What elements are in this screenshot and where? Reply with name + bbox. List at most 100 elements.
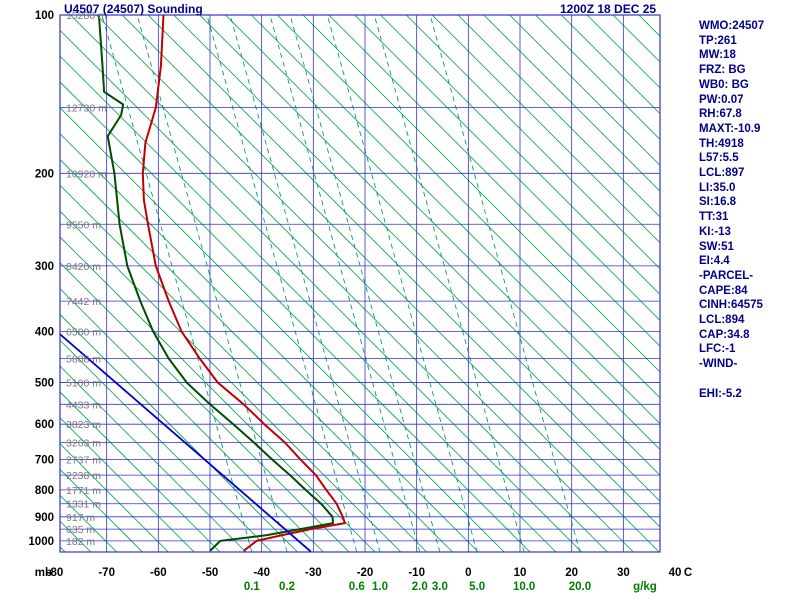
chart-datetime: 1200Z 18 DEC 25 (560, 2, 657, 16)
dry-adiabat-line (60, 365, 247, 552)
dry-adiabat-line (60, 158, 453, 552)
stat-line (699, 372, 799, 387)
height-label: 15280 m (66, 10, 107, 22)
height-label: 2238 m (66, 470, 101, 482)
stat-line: EI:4.4 (699, 255, 730, 268)
dry-adiabat-line (276, 15, 660, 399)
dry-adiabats-group (60, 15, 660, 552)
grid-group (60, 14, 660, 553)
pressure-axis-label: 500 (35, 378, 54, 390)
mixing-ratio-line (229, 15, 381, 552)
dry-adiabat-line (535, 15, 660, 141)
stat-line: KI:-13 (699, 225, 731, 238)
mixing-ratio-label: 0.2 (279, 581, 295, 593)
dry-adiabat-line (509, 15, 660, 166)
stat-line: CAPE:84 (699, 284, 748, 297)
dry-adiabat-line (60, 443, 169, 552)
mixing-ratio-label: 3.0 (432, 581, 448, 593)
mixing-ratio-label: 0.6 (349, 581, 365, 593)
stat-line: -PARCEL- (699, 269, 754, 282)
mixing-ratio-line (429, 15, 581, 552)
dry-adiabat-line (328, 15, 660, 347)
stat-line: CAP:34.8 (699, 328, 750, 341)
temperature-trace (141, 15, 346, 552)
dry-adiabat-line (60, 417, 195, 552)
stat-line: TP:261 (699, 34, 737, 47)
height-label: 1771 m (66, 485, 101, 497)
dry-adiabat-line (60, 339, 272, 552)
dry-adiabat-line (225, 15, 660, 451)
stat-line: LCL:897 (699, 167, 745, 180)
pressure-axis-label: 700 (35, 454, 54, 466)
mixing-ratio-line (206, 15, 358, 552)
pressure-axis-label: 200 (35, 168, 54, 180)
stat-line: FRZ: BG (699, 64, 746, 77)
height-label: 1331 m (66, 499, 101, 511)
dry-adiabat-line (173, 15, 660, 502)
height-label: 4433 m (66, 399, 101, 411)
mixing-ratio-line (269, 15, 421, 552)
mixing-ratio-label: 10.0 (513, 581, 535, 593)
stat-line: -WIND- (699, 358, 738, 371)
dry-adiabat-line (60, 391, 221, 552)
mixing-ratio-label: 2.0 (412, 581, 428, 593)
temp-axis-label: -30 (305, 567, 322, 579)
stat-line: RH:67.8 (699, 108, 742, 121)
dry-adiabat-line (60, 55, 557, 552)
pressure-axis-label: 1000 (28, 536, 54, 548)
pressure-axis-label: 800 (35, 485, 54, 497)
mixing-ratio-label: 5.0 (469, 581, 485, 593)
temp-axis-label: -60 (150, 567, 167, 579)
dry-adiabat-line (431, 15, 660, 244)
temp-axis-label: 40 (669, 567, 682, 579)
mixing-ratio-line (289, 15, 441, 552)
chart-title: U4507 (24507) Sounding (64, 2, 203, 16)
stats-panel: WMO:24507 TP:261 MW:18 FRZ: BG WB0: BG PW:0.0… (699, 19, 799, 401)
stat-line: MAXT:-10.9 (699, 122, 761, 135)
height-label: 5808 m (66, 353, 101, 365)
temp-axis-label: 30 (617, 567, 630, 579)
height-label: 917 m (66, 512, 95, 524)
mixing-ratio-label: 0.1 (244, 581, 261, 593)
stat-line: LI:35.0 (699, 181, 736, 194)
dewpoint-trace (97, 15, 334, 552)
temp-axis-label: 20 (565, 567, 578, 579)
stat-line: LCL:894 (699, 314, 745, 327)
mixing-ratio-line (326, 15, 478, 552)
temp-axis-label: -20 (357, 567, 374, 579)
mixing-ratio-label: 1.0 (372, 581, 388, 593)
height-label: 3823 m (66, 419, 101, 431)
mixing-ratio-line (101, 15, 253, 552)
unit-gkg-label: g/kg (633, 581, 657, 593)
plot-frame (59, 14, 661, 553)
mixing-ratio-line (373, 15, 525, 552)
temp-axis-label: -70 (98, 567, 115, 579)
height-label: 6580 m (66, 327, 101, 339)
stat-line: MW:18 (699, 49, 736, 62)
dry-adiabat-line (60, 184, 427, 552)
stat-line: CINH:64575 (699, 299, 763, 312)
height-label: 9550 m (66, 219, 101, 231)
dry-adiabat-line (483, 15, 660, 192)
stat-line: EHI:-5.2 (699, 387, 742, 400)
unit-c-label: C (684, 567, 692, 579)
dry-adiabat-line (60, 288, 324, 552)
stat-line: WB0: BG (699, 78, 749, 91)
temp-axis-label: -40 (253, 567, 270, 579)
height-label: 12730 m (66, 103, 107, 115)
temp-axis-label: -80 (47, 567, 64, 579)
mixing-ratio-label: 20.0 (569, 581, 591, 593)
mixing-ratio-group (101, 15, 581, 552)
dry-adiabat-line (60, 210, 402, 552)
height-label: 7442 m (66, 296, 101, 308)
mixing-ratio-line (136, 15, 288, 552)
height-label: 8420 m (66, 261, 101, 273)
dry-adiabat-line (406, 15, 660, 270)
height-label: 3263 m (66, 437, 101, 449)
temp-axis-label: 0 (465, 567, 471, 579)
dry-adiabat-line (121, 15, 660, 552)
stat-line: LFC:-1 (699, 343, 736, 356)
dry-adiabat-line (60, 546, 66, 552)
